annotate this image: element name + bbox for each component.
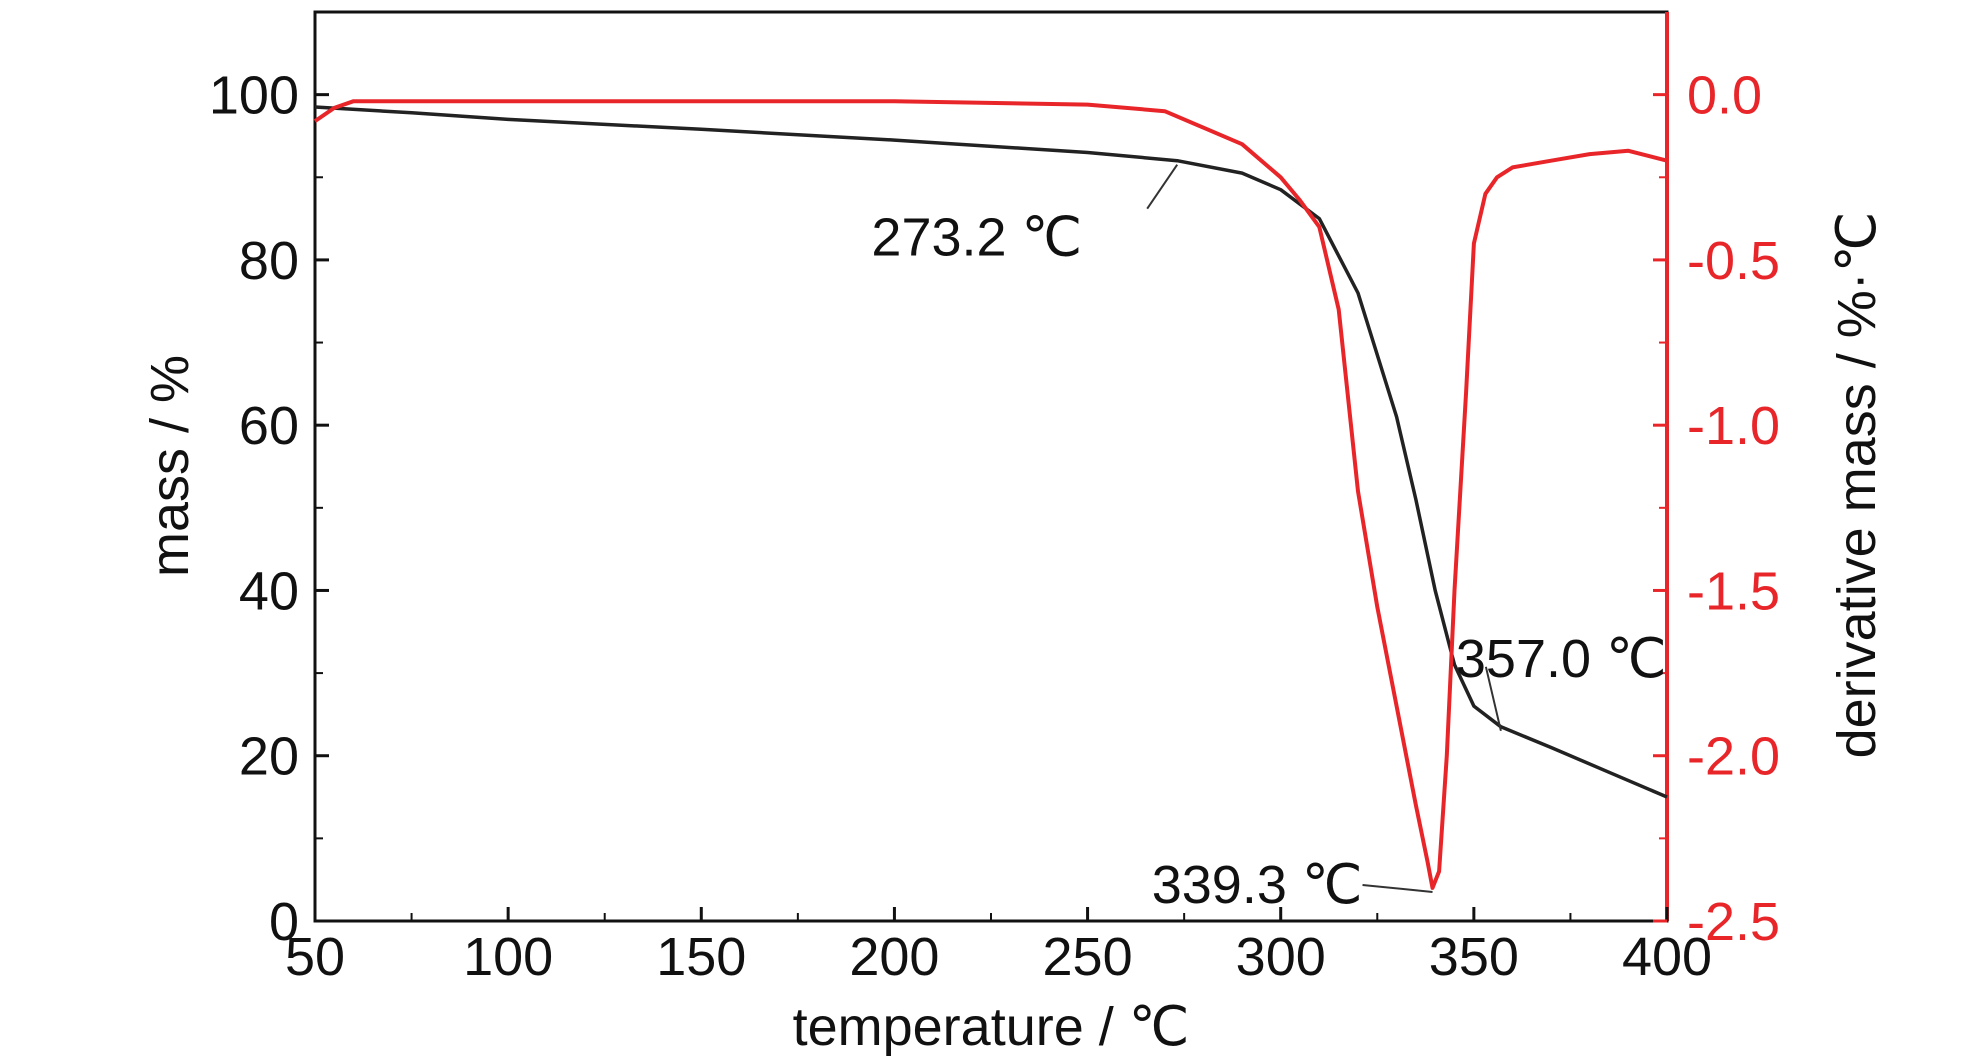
annotation-leader xyxy=(1484,666,1502,732)
mass-line xyxy=(314,105,1668,799)
annotation-layer: 273.2 ℃ 339.3 ℃ 357.0 ℃ xyxy=(871,164,1667,915)
x-tick-label: 100 xyxy=(463,927,553,987)
y2-tick-label: -0.5 xyxy=(1687,231,1780,291)
x-tick-label: 350 xyxy=(1429,927,1519,987)
y-tick-label: 40 xyxy=(239,561,299,621)
y-axis-ticks: 0 20 40 60 80 100 xyxy=(209,11,329,952)
y-axis-title: mass / % xyxy=(140,355,200,577)
y2-tick-label: -1.0 xyxy=(1687,396,1780,456)
x-tick-label: 50 xyxy=(285,927,345,987)
annotation-label: 339.3 ℃ xyxy=(1152,855,1363,915)
y-tick-label: 80 xyxy=(239,231,299,291)
x-axis-ticks: 50 100 150 200 250 300 350 400 xyxy=(285,907,1712,987)
annotation-label: 357.0 ℃ xyxy=(1456,629,1667,689)
y2-tick-label: -2.0 xyxy=(1687,727,1780,787)
annotation-leader xyxy=(1146,164,1179,210)
y-tick-label: 0 xyxy=(269,892,299,952)
x-tick-label: 400 xyxy=(1622,927,1712,987)
annotation-label: 273.2 ℃ xyxy=(871,208,1082,268)
x-axis-title: temperature / ℃ xyxy=(793,997,1190,1057)
x-tick-label: 300 xyxy=(1236,927,1326,987)
x-tick-label: 200 xyxy=(849,927,939,987)
y2-tick-label: 0.0 xyxy=(1687,66,1762,126)
y2-tick-label: -1.5 xyxy=(1687,561,1780,621)
y-tick-label: 100 xyxy=(209,66,299,126)
x-tick-label: 150 xyxy=(656,927,746,987)
y-tick-label: 60 xyxy=(239,396,299,456)
x-tick-label: 250 xyxy=(1043,927,1133,987)
plot-border xyxy=(313,10,1669,923)
y2-tick-label: -2.5 xyxy=(1687,892,1780,952)
y2-axis-ticks: 0.0 -0.5 -1.0 -1.5 -2.0 -2.5 xyxy=(1653,66,1780,952)
series-layer xyxy=(313,99,1668,890)
derivative-mass-line xyxy=(313,99,1668,890)
annotation-leader xyxy=(1362,883,1433,893)
y-tick-label: 20 xyxy=(239,727,299,787)
plot-frame xyxy=(313,10,1669,923)
y2-axis-title: derivative mass / %·℃ xyxy=(1827,212,1887,759)
